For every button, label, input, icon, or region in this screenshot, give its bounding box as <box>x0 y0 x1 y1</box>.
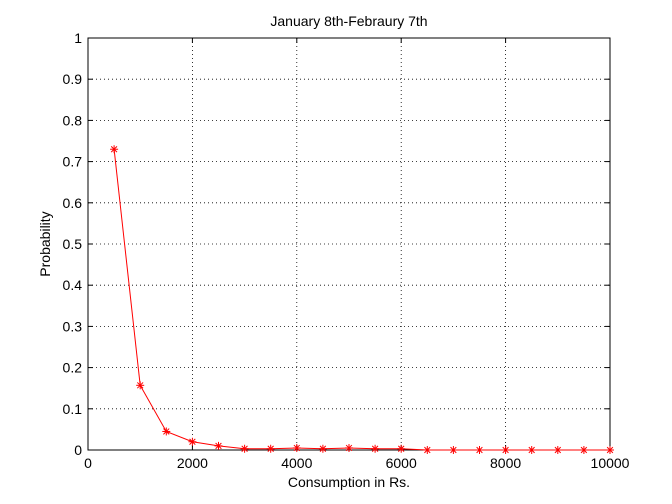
data-point-marker <box>501 446 510 454</box>
x-tick-label: 8000 <box>490 455 521 471</box>
data-point-marker <box>345 443 353 452</box>
y-tick-label: 0.8 <box>63 112 83 128</box>
data-point-marker <box>318 444 327 453</box>
marker-stroke <box>345 444 353 452</box>
chart-title: January 8th-Febraury 7th <box>270 13 427 29</box>
marker-stroke <box>606 446 614 454</box>
data-point-marker <box>606 446 614 454</box>
x-tick-label: 0 <box>84 455 92 471</box>
x-axis-label: Consumption in Rs. <box>288 474 410 490</box>
x-tick-label: 4000 <box>281 455 312 471</box>
marker-stroke <box>554 446 562 454</box>
marker-stroke <box>502 446 509 454</box>
data-point-marker <box>553 446 562 454</box>
marker-stroke <box>163 428 170 435</box>
y-tick-label: 0.1 <box>63 401 83 417</box>
data-point-marker <box>188 437 197 446</box>
data-point-marker <box>136 381 145 390</box>
marker-stroke <box>189 438 196 445</box>
marker-stroke <box>293 444 301 452</box>
marker-stroke <box>528 446 535 454</box>
y-tick-label: 0.6 <box>63 195 83 211</box>
y-tick-label: 0.4 <box>63 277 83 293</box>
data-point-marker <box>371 444 380 453</box>
marker-stroke <box>424 446 431 454</box>
data-point-marker <box>527 446 536 454</box>
y-tick-label: 0.7 <box>63 154 83 170</box>
data-point-marker <box>162 427 171 436</box>
marker-stroke <box>319 445 327 452</box>
y-tick-label: 0 <box>74 442 82 458</box>
marker-stroke <box>215 442 222 450</box>
grid <box>88 38 610 450</box>
data-point-marker <box>240 444 249 453</box>
data-point-marker <box>214 441 223 450</box>
data-point-marker <box>292 443 301 452</box>
series-line <box>113 149 610 451</box>
marker-stroke <box>136 382 144 389</box>
ticks: 0 2000 4000 6000 8000 10000 0 0.1 0.2 0.3 0.4 0.5 0.… <box>63 30 630 471</box>
marker-stroke <box>241 445 248 452</box>
data-point-marker <box>579 446 588 454</box>
data-point-marker <box>449 446 458 454</box>
y-tick-label: 1 <box>74 30 82 46</box>
data-point-marker <box>423 446 432 454</box>
marker-stroke <box>580 446 588 454</box>
x-tick-label: 6000 <box>386 455 417 471</box>
marker-stroke <box>476 446 483 454</box>
y-axis-label: Probability <box>37 211 53 276</box>
y-tick-label: 0.2 <box>63 360 83 376</box>
marker-stroke <box>450 446 457 454</box>
marker-stroke <box>397 445 405 452</box>
marker-stroke <box>110 146 118 153</box>
marker-stroke <box>267 445 274 452</box>
y-tick-label: 0.3 <box>63 318 83 334</box>
data-point-marker <box>110 145 119 154</box>
marker-stroke <box>371 445 379 452</box>
data-series <box>110 145 614 454</box>
data-point-marker <box>266 444 275 453</box>
data-point-marker <box>475 446 484 454</box>
y-tick-label: 0.5 <box>63 236 83 252</box>
y-tick-label: 0.9 <box>63 71 83 87</box>
data-point-marker <box>397 444 406 453</box>
x-tick-label: 10000 <box>591 455 630 471</box>
x-tick-label: 2000 <box>177 455 208 471</box>
